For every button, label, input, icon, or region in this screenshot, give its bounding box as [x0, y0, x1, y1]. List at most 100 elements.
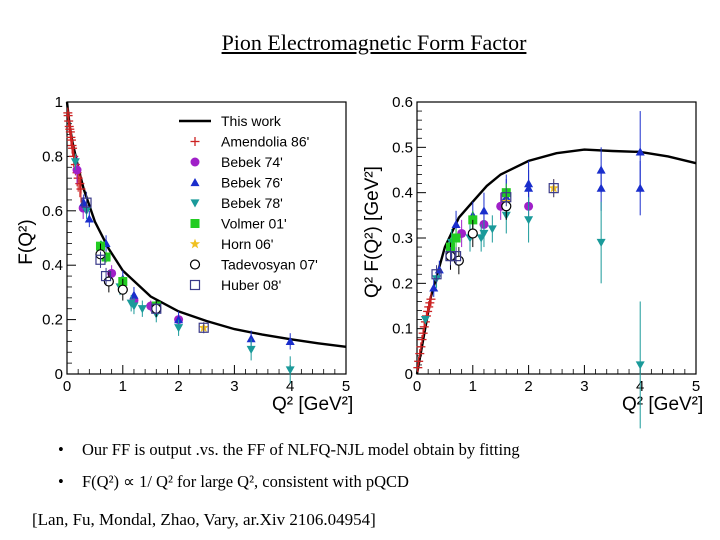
open-circle-marker	[467, 228, 478, 239]
bullet-text: Our FF is output .vs. the FF of NLFQ-NJL…	[82, 440, 520, 459]
x-tick-label: 0	[63, 378, 71, 395]
y-tick-label: 0.6	[392, 94, 413, 111]
bullet-item: • F(Q²) ∝ 1/ Q² for large Q², consistent …	[58, 472, 520, 504]
series-bebek-76	[434, 160, 645, 279]
bullet-dot-icon: •	[58, 440, 64, 459]
x-tick-label: 3	[230, 378, 238, 395]
triangle-down-marker	[285, 366, 295, 375]
legend-label: Huber 08'	[221, 277, 281, 293]
legend-entry: Horn 06'	[189, 236, 273, 252]
star-marker	[189, 238, 201, 249]
x-tick-label: 1	[119, 378, 127, 395]
plus-marker	[76, 184, 86, 194]
plus-marker	[426, 294, 436, 304]
open-square-marker	[81, 197, 92, 208]
circle-marker	[190, 157, 200, 167]
triangle-down-marker	[635, 361, 645, 370]
open-square-marker	[431, 269, 442, 280]
y-tick-label: 0.8	[42, 148, 63, 165]
form-factor-chart: 0 1 2 3 4 5 0 0.2 0.4 0.6 0.8 1 Q² [GeV²] F(Q²) This w…	[16, 94, 353, 415]
open-square-marker	[501, 192, 512, 203]
y-tick-label: 0.2	[392, 275, 413, 292]
triangle-down-marker	[420, 316, 430, 325]
series-this-work	[415, 148, 697, 375]
x-tick-label: 4	[286, 378, 294, 395]
legend-label: Amendolia 86'	[221, 134, 309, 150]
x-tick-label: 2	[174, 378, 182, 395]
circle-marker	[72, 165, 82, 175]
plot-frame	[66, 101, 347, 375]
bullet-list: • Our FF is output .vs. the FF of NLFQ-NJ…	[58, 440, 520, 504]
legend-entry: Huber 08'	[189, 277, 281, 293]
triangle-up-marker	[84, 214, 94, 223]
plus-marker	[415, 349, 425, 359]
legend-entry: Volmer 01'	[190, 216, 287, 232]
x-axis-label: Q² [GeV²]	[272, 394, 353, 415]
plus-marker	[190, 137, 200, 146]
triangle-up-marker	[190, 178, 200, 187]
triangle-up-marker	[429, 283, 439, 292]
y-tick-label: 0.5	[392, 139, 413, 156]
triangle-up-marker	[635, 147, 645, 156]
triangle-up-marker	[129, 290, 139, 299]
x-axis-label: Q² [GeV²]	[622, 394, 703, 415]
y-axis-label: Q² F(Q²) [GeV²]	[362, 166, 383, 298]
legend-label: Bebek 74'	[221, 154, 283, 170]
triangle-down-marker	[487, 225, 497, 234]
citation: [Lan, Fu, Mondal, Zhao, Vary, ar.Xiv 210…	[32, 510, 376, 529]
triangle-up-marker	[524, 183, 534, 192]
legend-entry: Bebek 78'	[190, 195, 283, 211]
open-circle-marker	[117, 284, 128, 295]
bullet-dot-icon: •	[58, 472, 64, 491]
x-tick-label: 2	[524, 378, 532, 395]
triangle-down-marker	[137, 305, 147, 314]
x-tick-label: 3	[580, 378, 588, 395]
open-square-marker	[198, 322, 209, 333]
triangle-up-marker	[479, 206, 489, 215]
triangle-down-marker	[596, 238, 606, 248]
y-tick-label: 0.3	[392, 230, 413, 247]
y-tick-label: 1	[55, 94, 63, 111]
triangle-up-marker	[596, 183, 606, 192]
plus-marker	[423, 306, 433, 316]
square-marker	[101, 252, 111, 262]
y-tick-label: 0.4	[392, 185, 413, 202]
series-huber-08	[81, 191, 209, 334]
y-tick-label: 0.4	[42, 257, 63, 274]
y-tick-label: 0.1	[392, 321, 413, 338]
y-tick-label: 0.2	[42, 312, 63, 329]
legend-label: Bebek 76'	[221, 175, 283, 191]
x-tick-label: 0	[413, 378, 421, 395]
series-bebek-78	[420, 197, 645, 429]
legend-entry: This work	[179, 113, 282, 129]
triangle-down-marker	[129, 302, 139, 311]
open-square-marker	[445, 251, 456, 262]
open-square-marker	[189, 279, 201, 291]
triangle-up-marker	[174, 315, 184, 324]
plus-marker	[414, 356, 424, 366]
triangle-up-marker	[451, 219, 461, 228]
triangle-up-marker	[285, 336, 295, 345]
y-tick-label: 0	[405, 366, 413, 383]
legend: This work Amendolia 86' Bebek 74' Bebek 76'…	[179, 113, 318, 293]
plus-marker	[416, 342, 426, 352]
open-square-marker	[548, 183, 559, 194]
triangle-down-marker	[174, 324, 184, 333]
triangle-down-marker	[70, 158, 80, 167]
triangle-down-marker	[524, 216, 534, 225]
bullet-text: F(Q²) ∝ 1/ Q² for large Q², consistent w…	[82, 472, 409, 491]
y-tick-label: 0	[55, 366, 63, 383]
legend-entry: Amendolia 86'	[190, 134, 309, 150]
y-tick-label: 0.6	[42, 203, 63, 220]
x-tick-label: 5	[342, 378, 350, 395]
legend-label: Tadevosyan 07'	[221, 257, 318, 273]
triangle-down-marker	[246, 345, 256, 355]
square-marker	[451, 233, 461, 243]
plus-marker	[419, 322, 429, 332]
legend-label: This work	[221, 113, 282, 129]
open-square-marker	[450, 251, 462, 262]
legend-entry: Bebek 74'	[190, 154, 283, 170]
legend-label: Bebek 78'	[221, 195, 283, 211]
plus-marker	[418, 328, 428, 338]
